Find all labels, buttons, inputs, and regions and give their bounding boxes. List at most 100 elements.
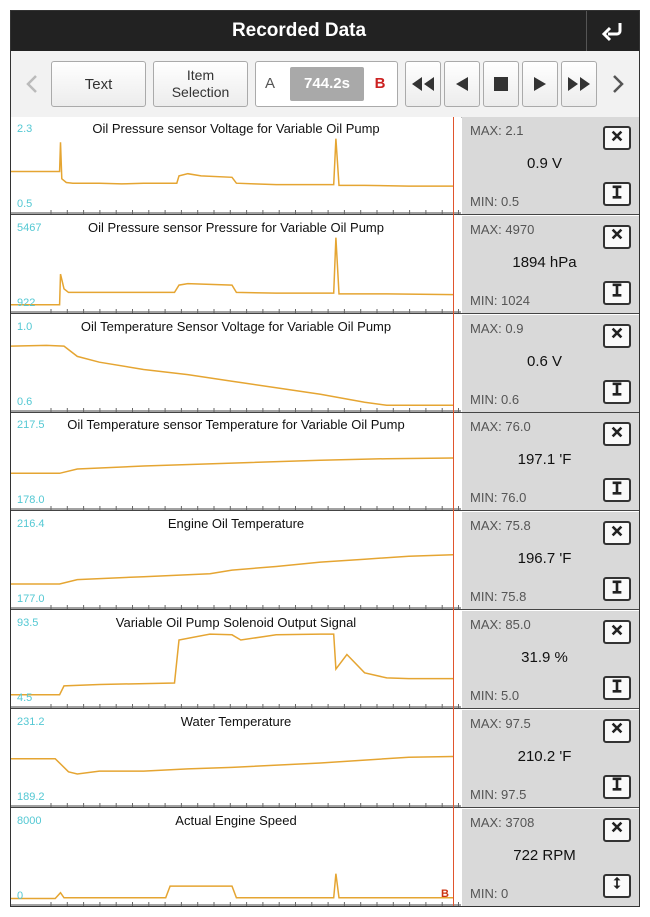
max-value: MAX: 97.5 (470, 715, 531, 731)
cursor-info-button[interactable] (603, 676, 631, 700)
graph-title: Actual Engine Speed (175, 812, 297, 828)
max-value: MAX: 85.0 (470, 617, 531, 632)
y-scale-min: 0 (17, 889, 24, 902)
value-sidebar: MAX: 4970 1894 hPa MIN: 1024 (462, 215, 639, 313)
trend-graph[interactable]: Oil Temperature sensor Temperature for V… (11, 413, 461, 511)
trend-graph[interactable]: Actual Engine Speed 8000 0 (11, 808, 461, 906)
up-down-arrow-icon (610, 876, 624, 895)
max-value: MAX: 75.8 (470, 518, 531, 534)
play-button[interactable] (522, 61, 558, 107)
remove-graph-button[interactable] (603, 126, 631, 150)
graph-title: Oil Temperature sensor Temperature for V… (67, 417, 405, 433)
y-scale-min: 189.2 (17, 790, 45, 803)
current-value: 1894 hPa (512, 253, 577, 271)
step-back-button[interactable] (444, 61, 480, 107)
cursor-a-button[interactable]: A (264, 75, 275, 92)
cursor-info-button[interactable] (603, 379, 631, 404)
y-scale-max: 216.4 (17, 518, 45, 531)
recorded-data-window: Recorded Data Text Item Selection A 744.… (10, 10, 640, 907)
trend-graph[interactable]: Engine Oil Temperature 216.4 177.0 (11, 512, 461, 610)
value-sidebar: MAX: 0.9 0.6 V MIN: 0.6 (462, 314, 639, 412)
y-scale-max: 2.3 (17, 123, 33, 135)
cursor-info-button[interactable] (603, 478, 631, 503)
fast-forward-icon (568, 77, 590, 91)
current-value: 0.9 V (526, 155, 563, 172)
remove-graph-button[interactable] (603, 620, 631, 644)
remove-graph-button[interactable] (603, 718, 631, 743)
chevron-left-icon (26, 75, 37, 93)
value-sidebar: MAX: 85.0 31.9 % MIN: 5.0 (462, 611, 639, 708)
remove-graph-button[interactable] (603, 224, 631, 249)
scroll-right-button[interactable] (605, 61, 631, 107)
fast-forward-button[interactable] (561, 61, 597, 107)
item-selection-label-line1: Item (186, 67, 215, 83)
rewind-button[interactable] (405, 61, 441, 107)
y-scale-min: 178.0 (17, 494, 45, 507)
remove-graph-button[interactable] (603, 817, 631, 842)
page-title: Recorded Data (231, 20, 367, 41)
i-beam-icon (610, 481, 624, 500)
max-value: MAX: 0.9 (470, 320, 524, 336)
text-button[interactable]: Text (51, 61, 146, 107)
trend-plot (11, 344, 461, 412)
trend-graph[interactable]: Variable Oil Pump Solenoid Output Signal… (11, 611, 461, 708)
value-sidebar: MAX: 75.8 196.7 'F MIN: 75.8 (462, 512, 639, 610)
remove-graph-button[interactable] (603, 422, 631, 447)
graph-panel: Engine Oil Temperature 216.4 177.0 MAX: 75.… (11, 512, 639, 611)
trend-plot (11, 755, 461, 807)
close-icon (610, 425, 624, 444)
cursor-b-button[interactable]: B (374, 75, 386, 92)
trend-graph[interactable]: Water Temperature 231.2 189.2 (11, 709, 461, 807)
min-value: MIN: 97.5 (470, 786, 527, 802)
value-sidebar: MAX: 3708 722 RPM MIN: 0 (462, 808, 639, 906)
close-icon (610, 326, 624, 345)
i-beam-icon (610, 777, 624, 796)
trend-line (11, 237, 454, 306)
cursor-info-button[interactable] (603, 280, 631, 305)
cursor-info-button[interactable] (603, 182, 631, 206)
stop-icon (494, 77, 508, 91)
cursor-b-marker: B (441, 888, 449, 900)
y-scale-max: 8000 (17, 814, 42, 827)
trend-line (11, 755, 454, 775)
min-value: MIN: 1024 (470, 292, 530, 308)
return-arrow-icon (601, 23, 622, 42)
trend-plot (11, 138, 461, 214)
play-icon (534, 77, 546, 91)
trend-plot (11, 554, 461, 610)
min-value: MIN: 0 (470, 885, 509, 901)
graph-panel: Oil Pressure sensor Voltage for Variable… (11, 117, 639, 215)
trend-line (11, 554, 454, 585)
back-button[interactable] (586, 11, 639, 51)
chevron-right-icon (613, 75, 624, 93)
close-icon (610, 129, 624, 148)
cursor-time-display: 744.2s (290, 67, 364, 101)
y-scale-max: 5467 (17, 221, 42, 234)
ab-cursor-selector: A 744.2s B (255, 61, 398, 107)
trend-graph[interactable]: Oil Temperature Sensor Voltage for Varia… (11, 314, 461, 412)
min-value: MIN: 76.0 (470, 490, 527, 506)
scroll-left-button[interactable] (19, 61, 45, 107)
stop-button[interactable] (483, 61, 519, 107)
cursor-info-button[interactable] (603, 577, 631, 602)
trend-graph[interactable]: Oil Pressure sensor Voltage for Variable… (11, 117, 461, 214)
current-value: 31.9 % (521, 649, 568, 666)
graph-panel: Oil Temperature Sensor Voltage for Varia… (11, 314, 639, 413)
remove-graph-button[interactable] (603, 323, 631, 348)
cursor-b-line[interactable] (453, 117, 454, 906)
trend-graph[interactable]: Oil Pressure sensor Pressure for Variabl… (11, 215, 461, 313)
graph-panel: Actual Engine Speed 8000 0 MAX: 3708 722 RPM… (11, 808, 639, 906)
cursor-info-button[interactable] (603, 774, 631, 799)
current-value: 0.6 V (526, 352, 563, 370)
close-icon (610, 227, 624, 246)
value-sidebar: MAX: 76.0 197.1 'F MIN: 76.0 (462, 413, 639, 511)
current-value: 210.2 'F (517, 747, 572, 765)
play-reverse-icon (456, 77, 468, 91)
remove-graph-button[interactable] (603, 521, 631, 546)
y-scale-max: 217.5 (17, 419, 45, 432)
item-selection-button[interactable]: Item Selection (153, 61, 248, 107)
value-sidebar: MAX: 2.1 0.9 V MIN: 0.5 (462, 117, 639, 214)
y-scale-min: 922 (17, 296, 36, 309)
y-scale-max: 1.0 (17, 320, 33, 333)
scale-toggle-button[interactable] (603, 873, 631, 898)
